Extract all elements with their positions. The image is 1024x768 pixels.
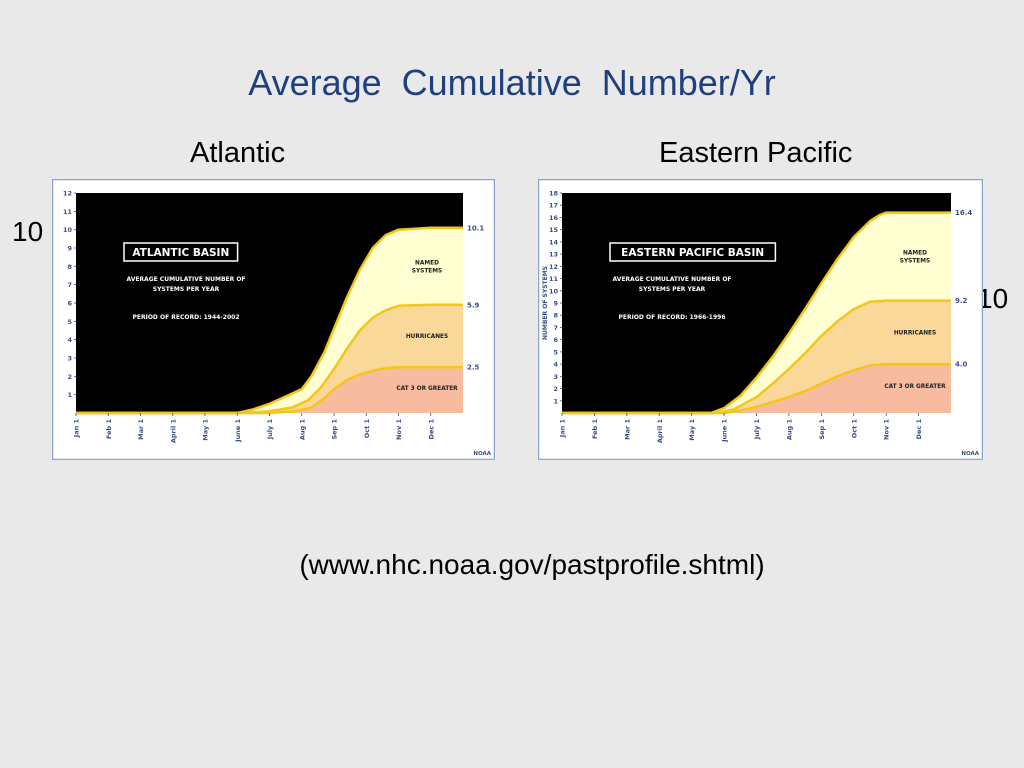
cat3-or-greater-end-label: 2.5 bbox=[467, 364, 480, 372]
y-tick-label: 6 bbox=[553, 336, 558, 344]
cat3-or-greater-line bbox=[562, 362, 951, 415]
y-tick-label: 4 bbox=[67, 336, 72, 344]
x-tick-label: Jan 1 bbox=[73, 419, 81, 439]
x-tick-label: Aug 1 bbox=[298, 419, 306, 441]
source-link[interactable]: (www.nhc.noaa.gov/pastprofile.shtml) bbox=[299, 549, 765, 580]
named-systems-end-label: 16.4 bbox=[955, 209, 972, 217]
basin-title-box bbox=[609, 242, 777, 262]
y-axis-label: NUMBER OF SYSTEMS bbox=[542, 266, 549, 340]
named-systems-name: NAMED bbox=[415, 260, 439, 266]
basin-title: ATLANTIC BASIN bbox=[132, 247, 229, 259]
cat3-or-greater-name: CAT 3 OR GREATER bbox=[396, 386, 458, 392]
y-tick-label: 15 bbox=[549, 226, 559, 234]
x-tick-label: Sep 1 bbox=[331, 419, 339, 440]
x-tick-label: Dec 1 bbox=[427, 419, 435, 440]
y-tick-label: 5 bbox=[67, 318, 72, 326]
y-tick-label: 1 bbox=[67, 391, 72, 399]
hurricanes-line bbox=[562, 299, 951, 415]
y-tick-label: 3 bbox=[67, 355, 72, 363]
panel-subtitle: SYSTEMS PER YEAR bbox=[639, 286, 706, 293]
y-tick-label: 8 bbox=[67, 263, 72, 271]
y-tick-label: 12 bbox=[549, 263, 558, 271]
panel-subtitle: SYSTEMS PER YEAR bbox=[153, 286, 220, 293]
cat3-or-greater-area bbox=[562, 364, 951, 413]
x-tick-label: Feb 1 bbox=[591, 419, 599, 440]
x-tick-label: Oct 1 bbox=[850, 419, 858, 439]
cat3-or-greater-area bbox=[76, 367, 463, 413]
y-tick-label: 9 bbox=[67, 245, 72, 253]
x-tick-label: Aug 1 bbox=[785, 419, 793, 441]
x-tick-label: June 1 bbox=[234, 419, 242, 443]
x-tick-label: April 1 bbox=[169, 419, 177, 444]
cat3-or-greater-name: CAT 3 OR GREATER bbox=[884, 384, 946, 390]
y-tick-label: 1 bbox=[553, 397, 558, 405]
panel-subtitle: AVERAGE CUMULATIVE NUMBER OF bbox=[612, 276, 731, 283]
x-tick-label: May 1 bbox=[688, 419, 696, 441]
y-tick-label: 3 bbox=[553, 373, 558, 381]
x-tick-label: Mar 1 bbox=[137, 419, 145, 440]
x-tick-label: Sep 1 bbox=[818, 419, 826, 440]
eastern-pacific-heading: Eastern Pacific bbox=[659, 137, 853, 169]
y-tick-label: 14 bbox=[549, 238, 559, 246]
y-tick-label: 6 bbox=[67, 300, 72, 308]
slide-title: Average Cumulative Number/Yr bbox=[248, 62, 776, 103]
y-tick-label: 5 bbox=[553, 348, 558, 356]
side-note-left: 10 bbox=[12, 216, 44, 247]
x-tick-label: April 1 bbox=[656, 419, 664, 444]
x-tick-label: Nov 1 bbox=[395, 419, 403, 440]
y-tick-label: 2 bbox=[67, 373, 72, 381]
hurricanes-end-label: 5.9 bbox=[467, 301, 480, 309]
named-systems-name: NAMED bbox=[903, 251, 927, 257]
x-tick-label: June 1 bbox=[721, 419, 729, 443]
period-of-record: PERIOD OF RECORD: 1944-2002 bbox=[132, 314, 239, 321]
x-tick-label: Dec 1 bbox=[915, 419, 923, 440]
hurricanes-name: HURRICANES bbox=[406, 334, 448, 340]
y-tick-label: 11 bbox=[63, 208, 73, 216]
y-tick-label: 10 bbox=[63, 226, 73, 234]
y-tick-label: 10 bbox=[549, 287, 559, 295]
named-systems-line bbox=[76, 226, 463, 415]
hurricanes-name: HURRICANES bbox=[894, 330, 936, 336]
x-tick-label: Jan 1 bbox=[559, 419, 567, 439]
y-tick-label: 7 bbox=[67, 281, 72, 289]
noaa-credit: NOAA bbox=[473, 451, 491, 457]
noaa-credit: NOAA bbox=[961, 451, 979, 457]
x-tick-label: July 1 bbox=[266, 419, 274, 441]
named-systems-end-label: 10.1 bbox=[467, 224, 484, 232]
y-tick-label: 13 bbox=[549, 251, 558, 259]
y-tick-label: 12 bbox=[63, 190, 72, 198]
y-tick-label: 16 bbox=[549, 214, 559, 222]
panel-subtitle: AVERAGE CUMULATIVE NUMBER OF bbox=[126, 276, 245, 283]
basin-title-box bbox=[123, 242, 239, 262]
y-tick-label: 7 bbox=[553, 324, 558, 332]
basin-title: EASTERN PACIFIC BASIN bbox=[621, 247, 764, 259]
y-tick-label: 18 bbox=[549, 190, 559, 198]
named-systems-name: SYSTEMS bbox=[900, 259, 930, 265]
hurricanes-line bbox=[76, 303, 463, 415]
y-tick-label: 4 bbox=[553, 361, 558, 369]
x-tick-label: July 1 bbox=[753, 419, 761, 441]
hurricanes-end-label: 9.2 bbox=[955, 297, 968, 305]
cat3-or-greater-line bbox=[76, 365, 463, 415]
x-tick-label: May 1 bbox=[202, 419, 210, 441]
y-tick-label: 11 bbox=[549, 275, 559, 283]
y-tick-label: 8 bbox=[553, 312, 558, 320]
y-tick-label: 17 bbox=[549, 202, 558, 210]
cat3-or-greater-end-label: 4.0 bbox=[955, 361, 968, 369]
x-tick-label: Feb 1 bbox=[105, 419, 113, 440]
named-systems-name: SYSTEMS bbox=[412, 268, 442, 274]
x-tick-label: Nov 1 bbox=[883, 419, 891, 440]
x-tick-label: Mar 1 bbox=[623, 419, 631, 440]
y-tick-label: 2 bbox=[553, 385, 558, 393]
atlantic-heading: Atlantic bbox=[190, 137, 286, 169]
y-tick-label: 9 bbox=[553, 300, 558, 308]
named-systems-line bbox=[562, 211, 951, 415]
x-tick-label: Oct 1 bbox=[363, 419, 371, 439]
period-of-record: PERIOD OF RECORD: 1966-1996 bbox=[618, 314, 725, 321]
